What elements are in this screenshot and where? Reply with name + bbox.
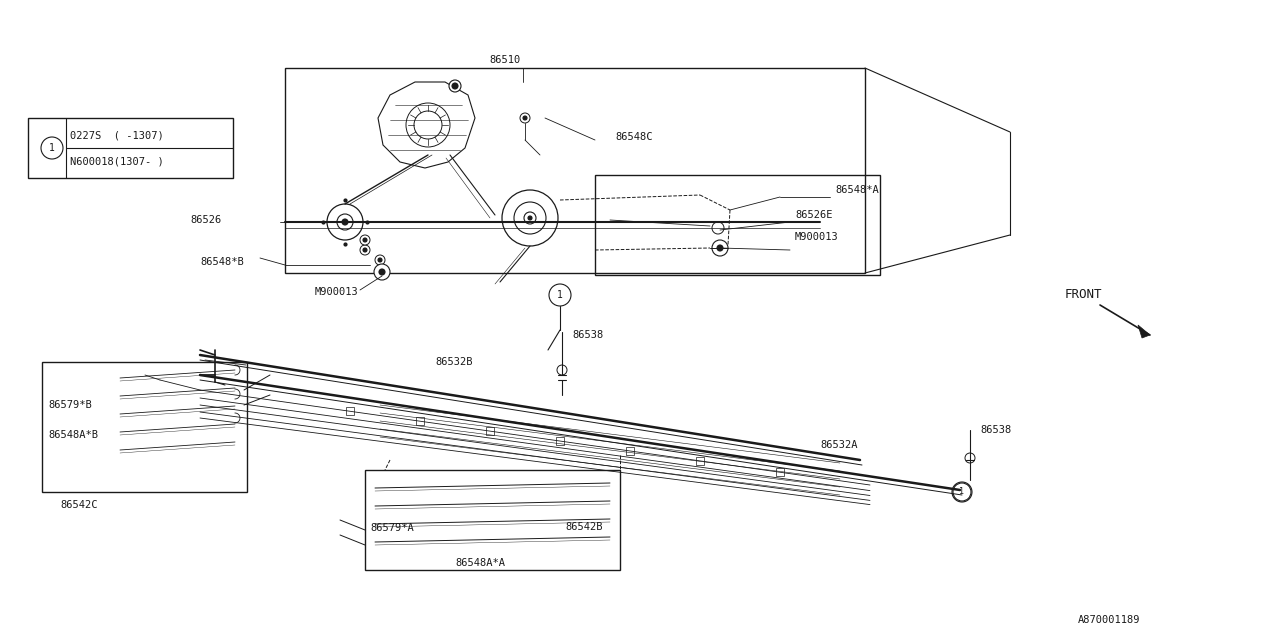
Polygon shape (1138, 325, 1149, 338)
Text: 86579*B: 86579*B (49, 400, 92, 410)
Circle shape (364, 238, 367, 242)
Text: 86526: 86526 (189, 215, 221, 225)
Text: A870001189: A870001189 (1078, 615, 1140, 625)
Circle shape (326, 204, 364, 240)
Circle shape (342, 219, 348, 225)
Circle shape (524, 212, 536, 224)
Text: 86542C: 86542C (60, 500, 97, 510)
Text: 86548A*B: 86548A*B (49, 430, 99, 440)
Circle shape (524, 116, 527, 120)
Circle shape (952, 482, 972, 502)
Text: 86579*A: 86579*A (370, 523, 413, 533)
Text: 1: 1 (960, 488, 965, 497)
Circle shape (520, 113, 530, 123)
Bar (346, 407, 355, 415)
Circle shape (502, 190, 558, 246)
Bar (696, 457, 704, 465)
Circle shape (360, 235, 370, 245)
Text: FRONT: FRONT (1065, 289, 1102, 301)
Circle shape (954, 483, 972, 501)
Circle shape (41, 137, 63, 159)
Circle shape (452, 83, 458, 89)
Text: 1: 1 (49, 143, 55, 153)
Circle shape (449, 80, 461, 92)
Text: 86532A: 86532A (820, 440, 858, 450)
Bar (626, 447, 634, 455)
Circle shape (712, 240, 728, 256)
Text: 0227S  ( -1307): 0227S ( -1307) (70, 130, 164, 140)
Text: 1: 1 (557, 290, 563, 300)
Text: 86538: 86538 (572, 330, 603, 340)
Circle shape (712, 222, 724, 234)
Text: 86542B: 86542B (564, 522, 603, 532)
Text: 86548A*A: 86548A*A (454, 558, 506, 568)
Circle shape (375, 255, 385, 265)
Circle shape (549, 284, 571, 306)
Bar (556, 437, 564, 445)
Bar (486, 427, 494, 435)
Circle shape (374, 264, 390, 280)
Circle shape (965, 453, 975, 463)
Circle shape (717, 245, 723, 251)
Bar (416, 417, 424, 425)
Bar (365, 470, 620, 570)
Circle shape (364, 248, 367, 252)
Circle shape (957, 488, 966, 496)
Bar (776, 468, 783, 476)
Text: 86548*B: 86548*B (200, 257, 243, 267)
Text: 86538: 86538 (980, 425, 1011, 435)
Circle shape (557, 365, 567, 375)
Text: 86532B: 86532B (435, 357, 472, 367)
Text: 86526E: 86526E (795, 210, 832, 220)
Circle shape (529, 216, 532, 220)
Text: 86548C: 86548C (614, 132, 653, 142)
Bar (595, 175, 881, 275)
Bar (42, 362, 247, 492)
Circle shape (360, 245, 370, 255)
Text: M900013: M900013 (795, 232, 838, 242)
Bar (285, 68, 865, 273)
Text: 86548*A: 86548*A (835, 185, 879, 195)
Text: M900013: M900013 (315, 287, 358, 297)
Circle shape (379, 269, 385, 275)
Text: 86510: 86510 (489, 55, 521, 65)
Bar (28, 118, 233, 178)
Text: N600018(1307- ): N600018(1307- ) (70, 157, 164, 167)
Circle shape (378, 258, 381, 262)
